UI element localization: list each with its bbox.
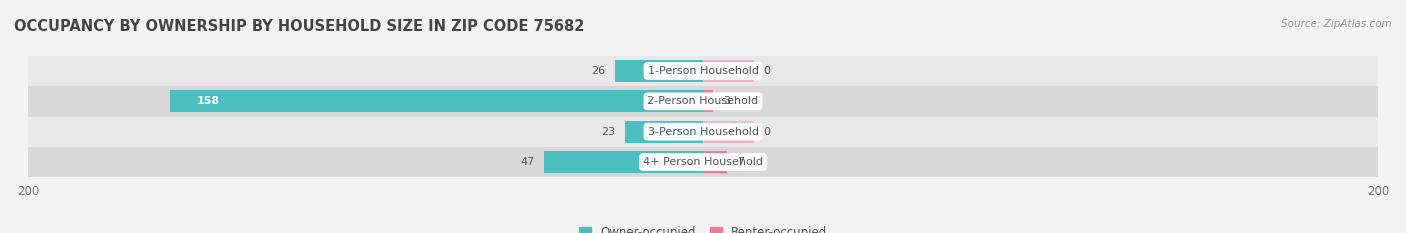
Bar (544, 151, 703, 173)
Text: 3: 3 (723, 96, 730, 106)
Text: 158: 158 (197, 96, 219, 106)
Text: 0: 0 (763, 127, 770, 137)
Text: 0: 0 (763, 66, 770, 76)
Bar (28, 86, 1378, 116)
Text: OCCUPANCY BY OWNERSHIP BY HOUSEHOLD SIZE IN ZIP CODE 75682: OCCUPANCY BY OWNERSHIP BY HOUSEHOLD SIZE… (14, 19, 585, 34)
Text: 3-Person Household: 3-Person Household (648, 127, 758, 137)
Bar (28, 147, 1378, 177)
Bar (626, 121, 703, 143)
Legend: Owner-occupied, Renter-occupied: Owner-occupied, Renter-occupied (574, 221, 832, 233)
Bar (170, 90, 703, 112)
Text: 1-Person Household: 1-Person Household (648, 66, 758, 76)
Text: 2-Person Household: 2-Person Household (647, 96, 759, 106)
Bar (28, 56, 1378, 86)
Bar (703, 60, 754, 82)
Bar (703, 121, 754, 143)
Bar (28, 116, 1378, 147)
Bar (703, 151, 727, 173)
Text: 23: 23 (602, 127, 616, 137)
Bar (703, 90, 713, 112)
Text: 26: 26 (591, 66, 605, 76)
Text: 4+ Person Household: 4+ Person Household (643, 157, 763, 167)
Text: Source: ZipAtlas.com: Source: ZipAtlas.com (1281, 19, 1392, 29)
Text: 7: 7 (737, 157, 744, 167)
Bar (616, 60, 703, 82)
Text: 47: 47 (520, 157, 534, 167)
